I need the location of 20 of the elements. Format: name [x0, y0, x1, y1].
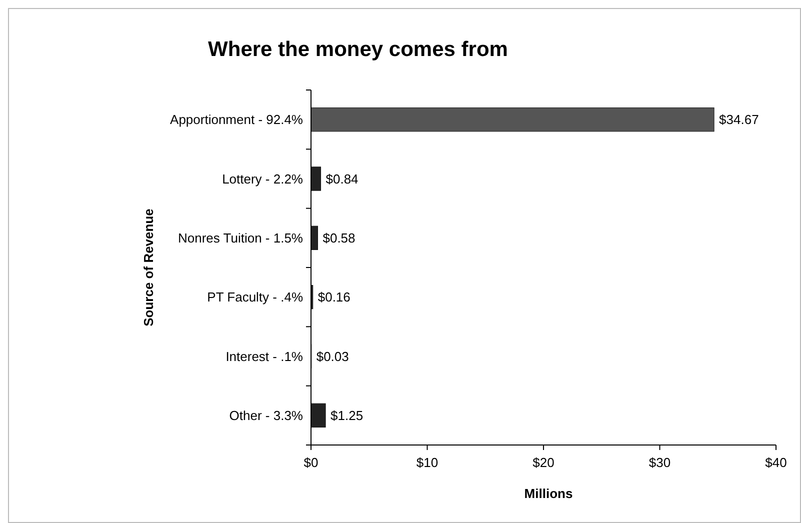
data-label: $0.16 — [318, 290, 350, 305]
x-tick-label: $30 — [648, 455, 671, 470]
chart-title: Where the money comes from — [208, 38, 508, 61]
y-tick-label: Interest - .1% — [226, 348, 304, 364]
y-tick-label: Lottery - 2.2% — [222, 171, 304, 186]
data-label: $0.58 — [322, 230, 356, 246]
y-tick-label: Apportionment - 92.4% — [170, 112, 304, 128]
y-axis-title: Source of Revenue — [141, 208, 156, 326]
x-tick-label: $0 — [304, 455, 318, 470]
y-tick-label: Nonres Tuition - 1.5% — [178, 230, 304, 246]
data-label: $0.84 — [326, 171, 358, 186]
data-label: $0.03 — [316, 348, 349, 364]
x-tick-label: $40 — [765, 455, 787, 470]
x-tick-label: $10 — [416, 455, 438, 470]
x-axis-title: Millions — [524, 486, 573, 501]
data-label: $1.25 — [330, 408, 364, 423]
y-tick-label: PT Faculty - .4% — [207, 290, 304, 305]
x-tick-label: $20 — [532, 455, 554, 470]
data-label: $34.67 — [719, 112, 759, 128]
y-tick-label: Other - 3.3% — [229, 408, 304, 423]
